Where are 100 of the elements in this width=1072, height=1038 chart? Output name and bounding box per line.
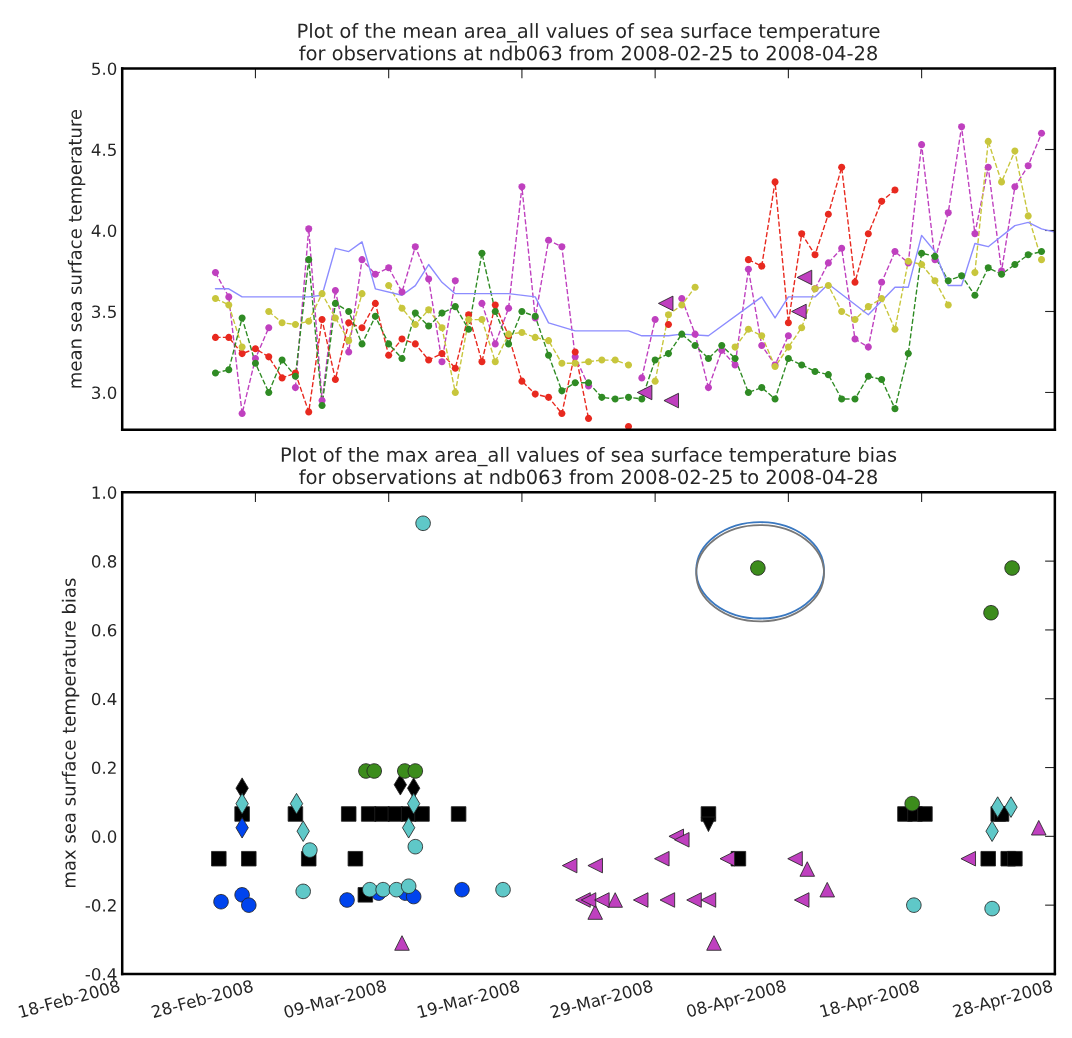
point: [678, 301, 686, 309]
y-tick-label: 0.6: [91, 623, 117, 637]
point: [878, 278, 886, 286]
point: [891, 325, 899, 333]
point: [318, 290, 326, 298]
point: [371, 270, 379, 278]
point: [784, 319, 792, 327]
point: [425, 306, 433, 314]
point: [438, 324, 446, 332]
point: [838, 244, 846, 252]
point: [265, 353, 273, 361]
point: [238, 343, 246, 351]
point: [545, 393, 553, 401]
point: [624, 361, 633, 369]
point: [291, 384, 299, 392]
point: [704, 384, 712, 392]
point: [824, 259, 832, 267]
point: [811, 251, 819, 259]
point: [385, 264, 393, 272]
point: [518, 183, 526, 191]
point: [851, 316, 859, 324]
point: [571, 359, 579, 367]
y-tick-label: 4.5: [91, 143, 116, 157]
point: [944, 209, 952, 217]
point: [411, 320, 419, 328]
point: [878, 197, 886, 205]
point: [664, 320, 673, 328]
point: [798, 230, 806, 238]
point: [864, 303, 872, 311]
point: [758, 332, 766, 340]
point: [824, 210, 832, 218]
point: [731, 361, 739, 369]
point: [891, 248, 899, 256]
point: [1011, 183, 1019, 191]
point: [265, 307, 273, 316]
line-series: [214, 221, 1055, 337]
point: [331, 375, 339, 384]
point: [518, 377, 526, 385]
point: [651, 316, 659, 324]
point: [491, 340, 499, 348]
point: [211, 294, 220, 303]
point: [491, 301, 499, 309]
point: [1024, 162, 1032, 170]
point: [598, 356, 606, 364]
point: [584, 358, 593, 366]
point: [1037, 129, 1046, 137]
point: [584, 414, 593, 422]
point: [211, 333, 220, 341]
y-tick-label: 5.0: [92, 62, 117, 76]
point: [478, 316, 486, 324]
point: [265, 324, 273, 332]
y-axis-title: mean sea surface temperature: [67, 109, 86, 388]
point: [478, 358, 486, 366]
y-tick-label: 0.8: [91, 555, 117, 568]
y-tick-label: 4.0: [91, 224, 117, 238]
point: [558, 359, 566, 367]
point: [438, 358, 446, 366]
point: [998, 178, 1006, 186]
point: [411, 340, 419, 348]
y-tick-label: -0.4: [85, 967, 117, 981]
point: [305, 408, 313, 416]
point: [971, 269, 979, 277]
y-tick-label: 0.2: [91, 761, 116, 775]
point: [451, 277, 459, 285]
point: [465, 316, 473, 324]
point: [425, 275, 433, 283]
point: [305, 317, 313, 325]
point: [531, 390, 539, 398]
point: [1011, 147, 1019, 155]
point: [691, 330, 699, 338]
point: [971, 230, 979, 238]
point: [278, 374, 286, 382]
point: [331, 286, 339, 294]
point: [225, 301, 233, 309]
point: [838, 307, 846, 316]
point: [771, 178, 779, 186]
point: [385, 282, 393, 290]
chart-title: Plot of the max area_all values of sea surface temperature bias for observations at ndb063 from 2008-02-25 to 2008-04-28: [281, 446, 897, 485]
y-tick-label: 3.5: [92, 305, 116, 319]
point: [345, 319, 353, 327]
point: [678, 294, 686, 303]
point: [545, 236, 553, 244]
point: [211, 269, 220, 277]
point: [758, 262, 766, 270]
point: [864, 343, 872, 351]
point: [731, 343, 739, 351]
point: [531, 333, 539, 341]
point: [851, 278, 859, 286]
point: [358, 324, 366, 332]
point: [958, 123, 966, 131]
point: [944, 301, 952, 309]
y-tick-label: 3.0: [92, 386, 117, 400]
y-tick-label: 0.4: [91, 692, 117, 706]
point: [545, 337, 553, 345]
point: [411, 243, 419, 251]
y-tick-label: 0.0: [91, 830, 117, 843]
point: [358, 290, 366, 298]
point: [278, 319, 286, 327]
point: [838, 163, 846, 171]
point: [744, 265, 752, 273]
